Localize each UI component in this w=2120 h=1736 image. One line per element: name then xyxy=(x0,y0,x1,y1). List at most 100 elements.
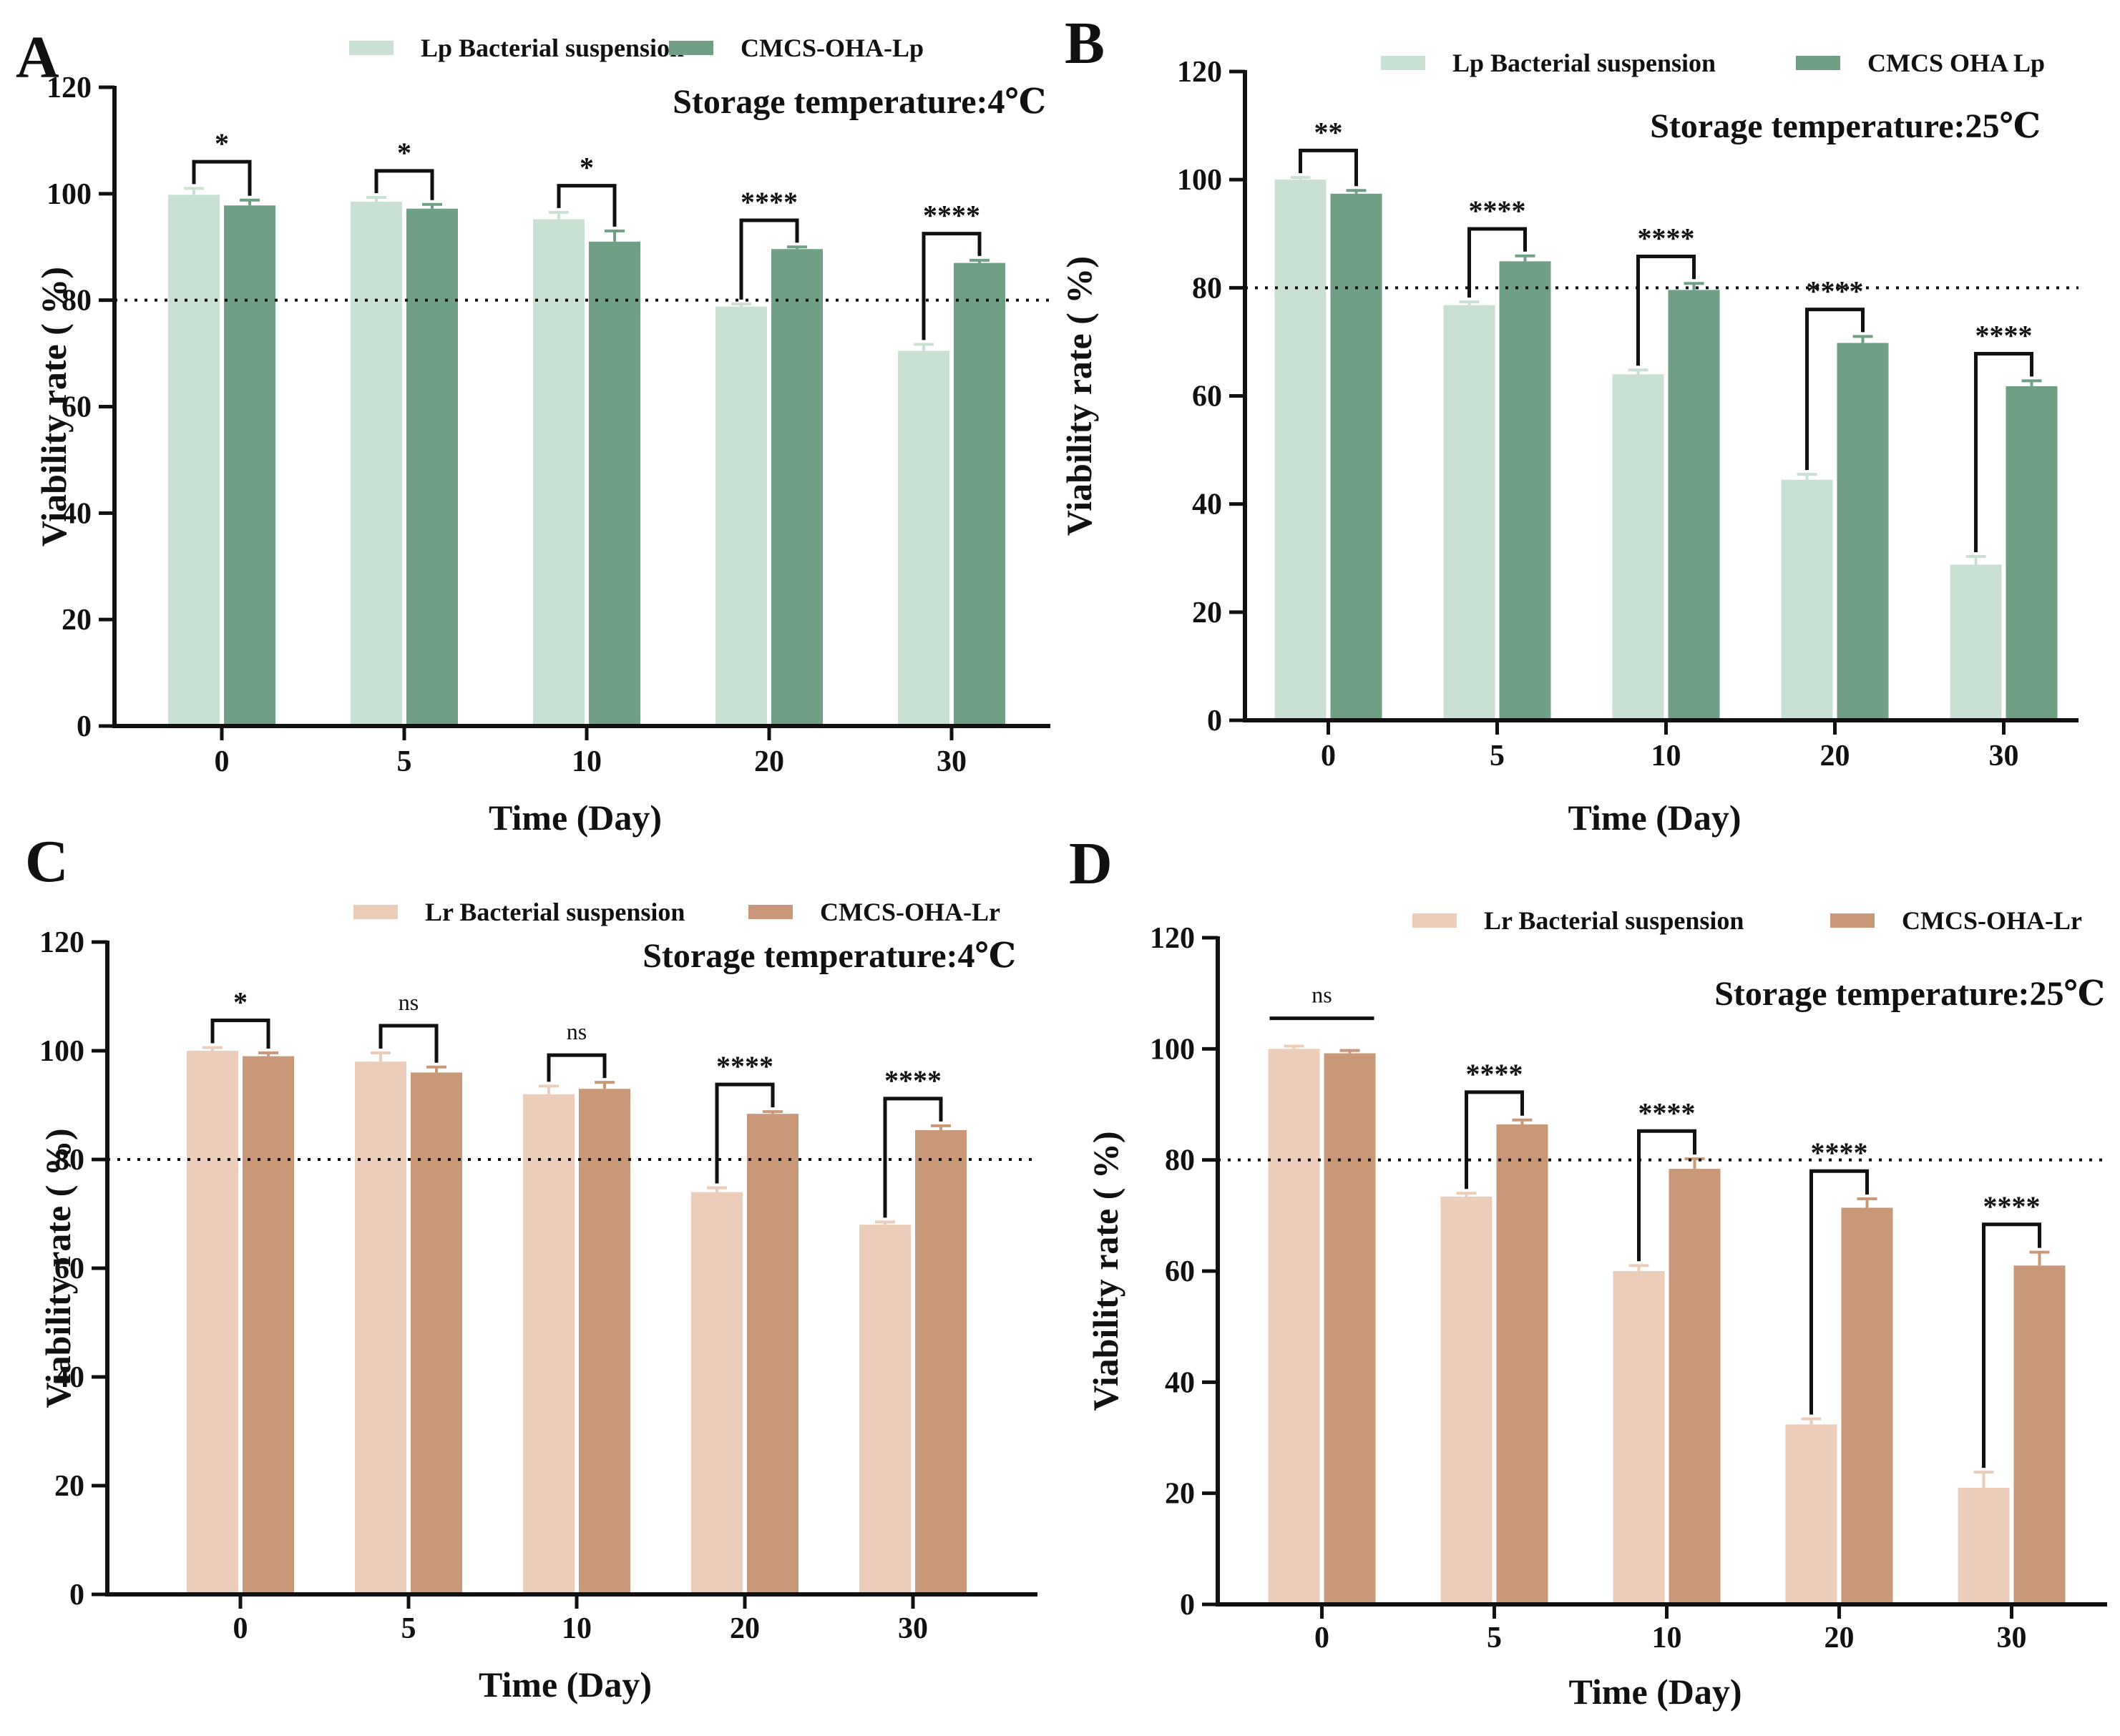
x-axis-title: Time (Day) xyxy=(1568,1672,1742,1712)
bar-suspension-day-5 xyxy=(1440,1196,1493,1604)
significance-label: * xyxy=(397,137,411,169)
significance-bracket xyxy=(1465,1090,1524,1190)
bar-cmcs-day-10 xyxy=(579,1089,630,1594)
storage-temperature-label: Storage temperature:25℃ xyxy=(1650,107,2041,145)
x-tick-label: 10 xyxy=(1651,740,1681,773)
x-axis-title: Time (Day) xyxy=(1568,798,1741,838)
bar-suspension-day-30 xyxy=(898,350,949,726)
bar-suspension-day-20 xyxy=(691,1192,743,1594)
x-tick-label: 5 xyxy=(1490,740,1505,773)
bar-suspension-day-10 xyxy=(523,1094,575,1594)
legend-label: Lr Bacterial suspension xyxy=(1484,906,1744,935)
y-tick-label: 0 xyxy=(77,710,92,743)
bar-suspension-day-20 xyxy=(1785,1424,1837,1604)
y-tick-label: 80 xyxy=(62,285,92,318)
significance-label: **** xyxy=(1983,1190,2041,1222)
bar-cmcs-day-20 xyxy=(747,1114,798,1594)
bar-suspension-day-0 xyxy=(187,1051,238,1594)
y-tick-label: 60 xyxy=(1192,381,1222,413)
y-tick-label: 60 xyxy=(54,1252,84,1285)
y-axis-title: Viability rate ( %) xyxy=(1085,1131,1125,1411)
bar-suspension-day-10 xyxy=(1612,374,1664,720)
panel-letter: C xyxy=(25,828,69,895)
significance-bracket xyxy=(374,169,434,200)
x-tick-label: 5 xyxy=(401,1612,416,1645)
x-tick-label: 5 xyxy=(1487,1622,1502,1654)
significance-label: **** xyxy=(1975,320,2033,352)
bar-cmcs-day-5 xyxy=(1499,261,1551,720)
legend-swatch xyxy=(349,41,394,55)
y-tick-label: 20 xyxy=(1165,1478,1195,1511)
significance-label: **** xyxy=(1466,1058,1523,1090)
significance-label: **** xyxy=(1638,222,1695,254)
storage-temperature-label: Storage temperature:4℃ xyxy=(673,83,1046,121)
significance-label: **** xyxy=(884,1064,942,1097)
y-tick-label: 120 xyxy=(1177,56,1222,89)
y-tick-label: 20 xyxy=(1192,597,1222,629)
significance-bracket xyxy=(1974,352,2033,552)
significance-bracket xyxy=(739,218,799,300)
y-axis-title: Viability rate ( %) xyxy=(34,267,74,546)
bar-suspension-day-30 xyxy=(1950,564,2002,720)
legend-label: Lp Bacterial suspension xyxy=(421,34,684,62)
bar-suspension-day-20 xyxy=(1781,479,1833,720)
significance-label: **** xyxy=(1807,275,1864,308)
y-tick-label: 80 xyxy=(1192,272,1222,305)
significance-bracket xyxy=(1805,308,1865,471)
legend-swatch xyxy=(353,905,398,919)
x-axis-title: Time (Day) xyxy=(479,1664,652,1705)
bar-suspension-day-10 xyxy=(533,219,585,726)
y-tick-label: 60 xyxy=(62,391,92,424)
y-tick-label: 100 xyxy=(47,178,92,211)
x-tick-label: 10 xyxy=(562,1612,592,1645)
x-tick-label: 0 xyxy=(233,1612,248,1645)
significance-label: **** xyxy=(716,1050,773,1082)
x-tick-label: 5 xyxy=(397,745,412,778)
significance-bracket xyxy=(378,1024,439,1063)
bar-suspension-day-5 xyxy=(351,201,402,726)
y-tick-label: 40 xyxy=(1192,489,1222,521)
y-tick-label: 40 xyxy=(62,497,92,530)
significance-label: ns xyxy=(567,1019,587,1044)
bar-cmcs-day-5 xyxy=(1496,1124,1548,1604)
x-tick-label: 20 xyxy=(1820,740,1850,773)
y-axis-title: Viability rate ( %) xyxy=(1059,256,1099,536)
significance-label: * xyxy=(215,127,229,160)
x-tick-label: 0 xyxy=(1321,740,1336,773)
x-tick-label: 30 xyxy=(937,745,967,778)
y-tick-label: 0 xyxy=(1207,705,1222,737)
x-tick-label: 0 xyxy=(1314,1622,1329,1654)
significance-label: **** xyxy=(923,200,980,232)
bar-suspension-day-5 xyxy=(1443,305,1495,720)
x-tick-label: 20 xyxy=(1825,1622,1855,1654)
x-tick-label: 10 xyxy=(572,745,602,778)
significance-bracket xyxy=(192,160,252,196)
significance-label: **** xyxy=(1811,1137,1868,1169)
y-tick-label: 0 xyxy=(69,1579,84,1612)
y-tick-label: 20 xyxy=(62,604,92,637)
y-tick-label: 100 xyxy=(39,1035,84,1068)
y-tick-label: 80 xyxy=(1165,1144,1195,1177)
bar-suspension-day-0 xyxy=(1274,180,1327,720)
panel-letter: A xyxy=(16,24,59,91)
y-tick-label: 120 xyxy=(39,926,84,959)
significance-bracket xyxy=(210,1018,270,1049)
panel-letter: D xyxy=(1069,830,1113,897)
bar-cmcs-day-10 xyxy=(1668,290,1720,720)
significance-bracket xyxy=(1299,148,1358,187)
legend-swatch xyxy=(1796,56,1840,70)
storage-temperature-label: Storage temperature:4℃ xyxy=(643,937,1016,975)
y-tick-label: 0 xyxy=(1180,1589,1195,1622)
bar-cmcs-day-20 xyxy=(1837,343,1889,720)
y-tick-label: 80 xyxy=(54,1144,84,1177)
legend-label: CMCS OHA Lp xyxy=(1867,49,2045,77)
legend-label: CMCS-OHA-Lp xyxy=(741,34,924,62)
panel-d: Dns **** **** **** **** 0 20 40 60 80 100 120 0 5 10 20… xyxy=(1069,830,2107,1712)
x-tick-label: 20 xyxy=(730,1612,760,1645)
bar-suspension-day-10 xyxy=(1613,1271,1665,1604)
y-axis-title: Viability rate ( %) xyxy=(38,1128,78,1408)
significance-bracket xyxy=(883,1097,943,1218)
x-tick-label: 0 xyxy=(215,745,230,778)
y-tick-label: 60 xyxy=(1165,1255,1195,1288)
bar-cmcs-day-20 xyxy=(1841,1207,1893,1604)
